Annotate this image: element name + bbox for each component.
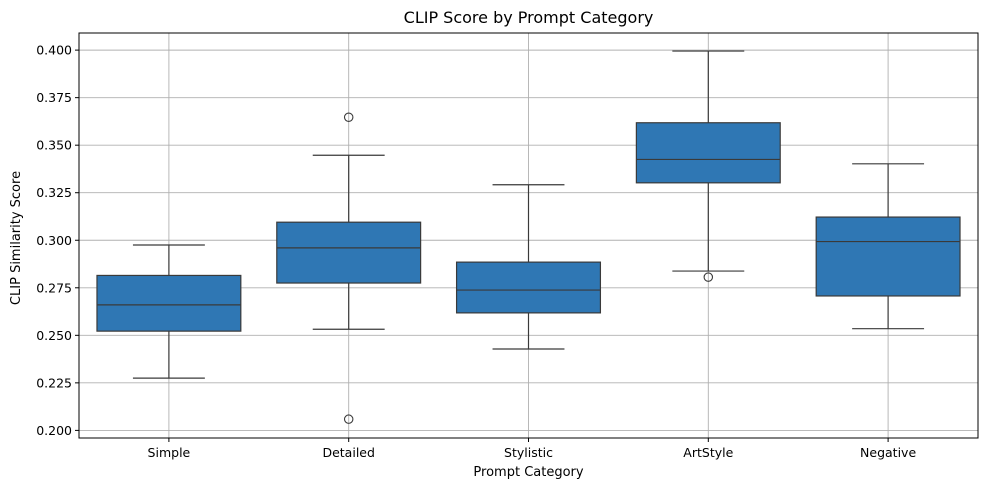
outlier-point	[343, 112, 354, 122]
y-tick-label: 0.350	[36, 138, 72, 153]
y-tick-label: 0.300	[36, 233, 72, 248]
y-tick-label: 0.200	[36, 423, 72, 438]
x-axis-label: Prompt Category	[473, 465, 583, 480]
box-iqr	[276, 221, 422, 284]
box-group-stylistic	[455, 184, 602, 350]
box-group-detailed	[276, 112, 422, 424]
box-iqr	[455, 261, 602, 314]
chart-title: CLIP Score by Prompt Category	[404, 8, 654, 27]
y-tick-label: 0.250	[36, 328, 72, 343]
y-tick-label: 0.325	[36, 185, 72, 200]
axis-layer: 0.200 0.225 0.250 0.275 0.300 0.325 0.350 0.375…	[36, 32, 979, 460]
box-group-negative	[815, 163, 961, 330]
y-tick-label: 0.400	[36, 43, 72, 58]
x-tick-label: Negative	[860, 445, 916, 460]
plot-frame	[78, 32, 979, 439]
box-layer	[96, 50, 961, 424]
y-tick-label: 0.225	[36, 375, 72, 390]
y-axis-label: CLIP Similarity Score	[9, 171, 24, 305]
y-tick-label: 0.375	[36, 90, 72, 105]
x-tick-label: Simple	[148, 445, 191, 460]
box-iqr	[635, 122, 781, 184]
outlier-point	[703, 272, 714, 282]
box-group-artstyle	[635, 50, 781, 282]
y-tick-label: 0.275	[36, 280, 72, 295]
box-iqr	[96, 274, 242, 332]
box-group-simple	[96, 244, 242, 379]
x-tick-label: Stylistic	[504, 445, 553, 460]
x-tick-label: ArtStyle	[683, 445, 733, 460]
box-iqr	[815, 216, 961, 297]
x-tick-label: Detailed	[322, 445, 374, 460]
outlier-point	[343, 414, 354, 424]
